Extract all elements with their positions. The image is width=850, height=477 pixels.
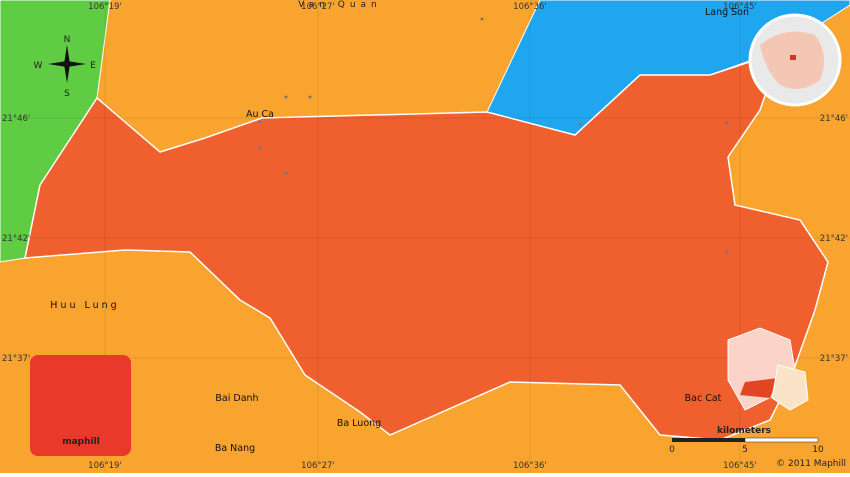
- dots: [258, 17, 729, 254]
- scale-tick: 0: [669, 445, 675, 455]
- lat-tick: 21°37': [2, 354, 30, 364]
- copyright: © 2011 Maphill: [776, 459, 846, 469]
- lon-tick: 106°19': [88, 2, 122, 12]
- lat-tick: 21°42': [820, 234, 848, 244]
- globe: [748, 13, 842, 107]
- place-label: Lang Son: [705, 7, 749, 18]
- scale-tick: 5: [742, 445, 748, 455]
- lat-tick: 21°37': [820, 354, 848, 364]
- place-label: Bac Cat: [685, 393, 722, 404]
- place-label: Huu Lung: [50, 300, 119, 311]
- lat-tick: 21°46': [2, 114, 30, 124]
- scale-tick: 10: [812, 445, 824, 455]
- scale-bar: [672, 437, 819, 443]
- lon-tick: 106°45': [723, 461, 757, 471]
- compass: [48, 45, 86, 83]
- compass-letter: E: [90, 61, 96, 71]
- lat-tick: 21°46': [820, 114, 848, 124]
- place-label: Ba Nang: [215, 443, 255, 454]
- lon-tick: 106°36': [513, 2, 547, 12]
- lon-tick: 106°27': [301, 461, 335, 471]
- lon-tick: 106°19': [88, 461, 122, 471]
- logo-text: maphill: [62, 437, 100, 447]
- scale-unit: kilometers: [717, 426, 771, 436]
- locator-inset: [727, 327, 809, 411]
- lon-tick: 106°36': [513, 461, 547, 471]
- place-label: Ba Luong: [337, 418, 381, 429]
- lat-tick: 21°42': [2, 234, 30, 244]
- compass-letter: N: [64, 35, 71, 45]
- compass-letter: W: [34, 61, 43, 71]
- logo-box: [30, 355, 131, 456]
- region-label: Van Quan: [298, 0, 382, 10]
- place-label: Bai Danh: [215, 393, 258, 404]
- place-label: Au Ca: [246, 109, 274, 120]
- lon-tick: 106°45': [723, 2, 757, 12]
- compass-letter: S: [64, 89, 70, 99]
- lon-tick: 106°27': [301, 2, 335, 12]
